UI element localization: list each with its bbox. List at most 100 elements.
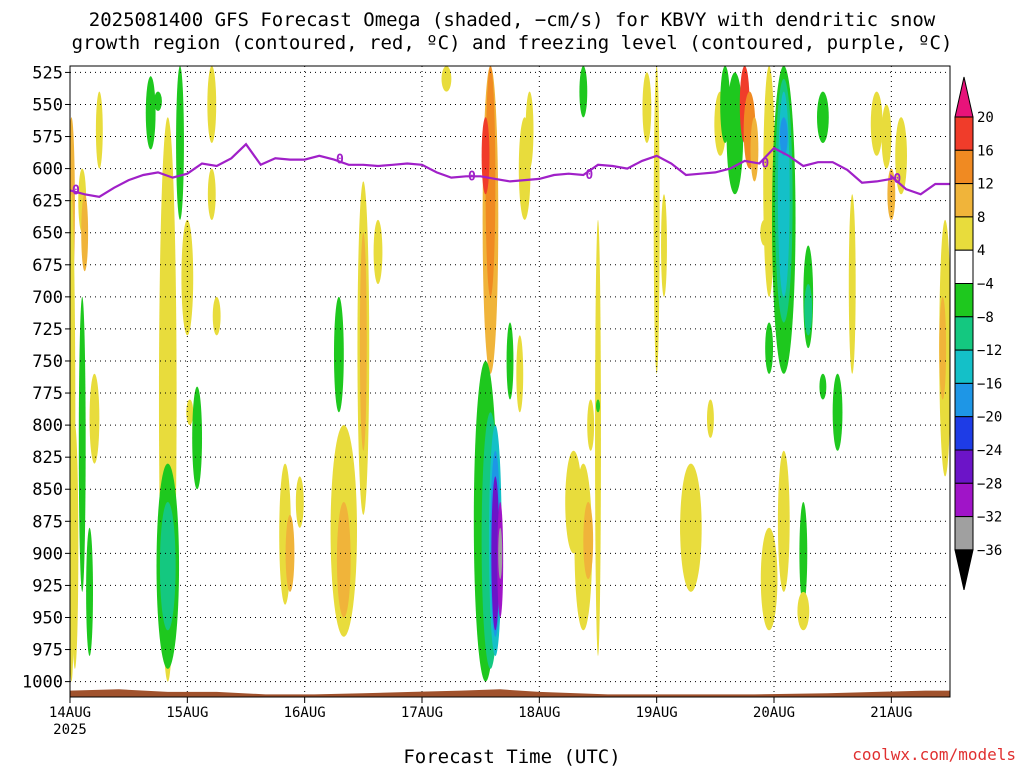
x-tick-label: 16AUG bbox=[284, 705, 326, 721]
omega-shade-region bbox=[207, 66, 217, 143]
colorbar-swatch bbox=[954, 116, 974, 151]
x-tick-label: 14AUG bbox=[49, 705, 91, 721]
omega-shade-region bbox=[186, 399, 194, 426]
omega-shade-region bbox=[145, 76, 156, 150]
omega-shade-region bbox=[680, 502, 692, 554]
omega-shade-region bbox=[441, 66, 452, 92]
omega-shade-region bbox=[870, 91, 883, 156]
freezing-level-label: 0 bbox=[761, 156, 769, 171]
omega-shade-region bbox=[760, 527, 778, 631]
colorbar-label: −24 bbox=[977, 443, 1002, 459]
omega-shade-region bbox=[485, 66, 496, 297]
colorbar-label: 8 bbox=[977, 210, 985, 226]
omega-shade-region bbox=[181, 219, 194, 336]
freezing-level-label: 0 bbox=[468, 169, 476, 184]
colorbar-top-arrow bbox=[954, 76, 974, 118]
omega-shade-region bbox=[71, 425, 79, 669]
omega-shade-region bbox=[81, 194, 89, 272]
omega-shade-region bbox=[525, 91, 534, 169]
omega-shade-region bbox=[192, 386, 203, 490]
omega-shade-region bbox=[595, 219, 601, 656]
x-tick-label: 21AUG bbox=[870, 705, 912, 721]
y-tick-label: 700 bbox=[32, 288, 63, 308]
x-tick-label: 20AUG bbox=[753, 705, 795, 721]
omega-shade-region bbox=[481, 117, 490, 195]
x-tick-label: 18AUG bbox=[518, 705, 560, 721]
omega-shade-region bbox=[817, 91, 829, 143]
colorbar-label: 4 bbox=[977, 243, 985, 259]
omega-shade-region bbox=[333, 296, 344, 413]
colorbar-swatch bbox=[954, 416, 974, 451]
omega-shade-region bbox=[212, 296, 221, 336]
omega-shade-region bbox=[895, 117, 907, 195]
credit-link[interactable]: coolwx.com/models bbox=[852, 745, 1016, 764]
colorbar-swatch bbox=[954, 382, 974, 418]
chart-title-line-1: 2025081400 GFS Forecast Omega (shaded, −… bbox=[88, 9, 936, 31]
omega-shade-region bbox=[707, 399, 714, 438]
omega-shade-region bbox=[89, 373, 100, 464]
omega-shade-region bbox=[832, 373, 843, 451]
omega-shade-region bbox=[95, 91, 103, 169]
omega-shade-region bbox=[653, 66, 660, 374]
colorbar-swatch bbox=[954, 283, 974, 318]
omega-shade-region bbox=[579, 66, 588, 118]
y-tick-label: 650 bbox=[32, 224, 63, 244]
colorbar-label: −20 bbox=[977, 410, 1002, 426]
omega-shade-region bbox=[848, 194, 856, 374]
omega-shade-region bbox=[777, 450, 790, 592]
chart-title-line-2: growth region (contoured, red, ºC) and f… bbox=[71, 32, 953, 54]
freezing-level-line bbox=[70, 142, 950, 198]
y-tick-label: 800 bbox=[32, 416, 63, 436]
freezing-level-label: 0 bbox=[585, 168, 593, 183]
y-tick-label: 850 bbox=[32, 480, 63, 500]
omega-shade-region bbox=[881, 104, 892, 169]
y-tick-label: 775 bbox=[32, 384, 63, 404]
plot-frame bbox=[69, 65, 951, 698]
colorbar-swatch bbox=[954, 316, 974, 351]
omega-shade-region bbox=[359, 232, 367, 451]
omega-shade-region bbox=[78, 296, 86, 592]
omega-shade-region bbox=[939, 296, 947, 400]
freezing-level-label: 0 bbox=[72, 183, 80, 198]
y-tick-label: 675 bbox=[32, 256, 63, 276]
omega-shade-region bbox=[765, 322, 774, 374]
omega-shade-region bbox=[207, 168, 216, 220]
colorbar-swatch bbox=[954, 349, 974, 384]
omega-shade-region bbox=[516, 335, 524, 413]
y-tick-label: 900 bbox=[32, 544, 63, 564]
x-tick-label: 17AUG bbox=[401, 705, 443, 721]
omega-shade-region bbox=[373, 219, 383, 285]
omega-shade-region bbox=[887, 168, 896, 220]
omega-shade-region bbox=[799, 502, 808, 605]
y-tick-label: 950 bbox=[32, 608, 63, 628]
colorbar: 20 16 12 8 4 −4 −8 −12 −16 −20 −24 −28 −32 −36 bbox=[954, 76, 1002, 591]
colorbar-swatch bbox=[954, 216, 974, 251]
omega-shading bbox=[70, 66, 950, 682]
omega-shade-region bbox=[642, 72, 652, 143]
y-tick-label: 600 bbox=[32, 160, 63, 180]
omega-shade-region bbox=[661, 194, 667, 297]
colorbar-label: −36 bbox=[977, 543, 1002, 559]
ground-fill bbox=[70, 689, 950, 697]
omega-shade-region bbox=[176, 66, 184, 220]
omega-shade-region bbox=[336, 502, 351, 618]
freezing-level-label: 0 bbox=[336, 153, 344, 168]
colorbar-label: −8 bbox=[977, 310, 994, 326]
colorbar-label: −32 bbox=[977, 510, 1002, 526]
x-tick-label: 15AUG bbox=[166, 705, 208, 721]
omega-shade-region bbox=[86, 527, 93, 656]
omega-shade-region bbox=[583, 502, 594, 580]
colorbar-swatch bbox=[954, 149, 974, 185]
colorbar-bottom-arrow bbox=[954, 549, 974, 591]
freezing-level-label: 0 bbox=[893, 172, 901, 187]
y-tick-label: 550 bbox=[32, 95, 63, 115]
omega-shade-region bbox=[819, 373, 827, 400]
omega-shade-region bbox=[797, 591, 810, 631]
colorbar-swatch bbox=[954, 449, 974, 484]
y-tick-label: 725 bbox=[32, 320, 63, 340]
colorbar-label: −28 bbox=[977, 476, 1002, 492]
colorbar-swatch bbox=[954, 482, 974, 518]
x-tick-label: 2025 bbox=[53, 722, 87, 738]
